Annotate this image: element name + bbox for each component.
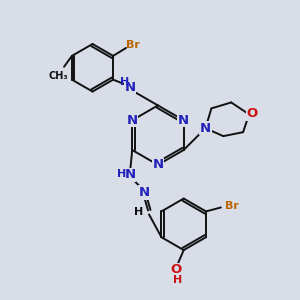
Text: Br: Br bbox=[126, 40, 140, 50]
Text: H: H bbox=[173, 275, 182, 285]
Text: CH₃: CH₃ bbox=[48, 71, 68, 81]
Text: N: N bbox=[200, 122, 211, 135]
Text: H: H bbox=[120, 76, 129, 87]
Text: N: N bbox=[124, 168, 136, 181]
Text: O: O bbox=[246, 107, 258, 120]
Text: Br: Br bbox=[225, 202, 239, 212]
Text: H: H bbox=[134, 207, 144, 218]
Text: N: N bbox=[178, 114, 189, 127]
Text: N: N bbox=[124, 81, 136, 94]
Text: H: H bbox=[117, 169, 126, 179]
Text: N: N bbox=[139, 186, 150, 199]
Text: N: N bbox=[127, 114, 138, 127]
Text: O: O bbox=[170, 263, 182, 276]
Text: N: N bbox=[152, 158, 164, 171]
